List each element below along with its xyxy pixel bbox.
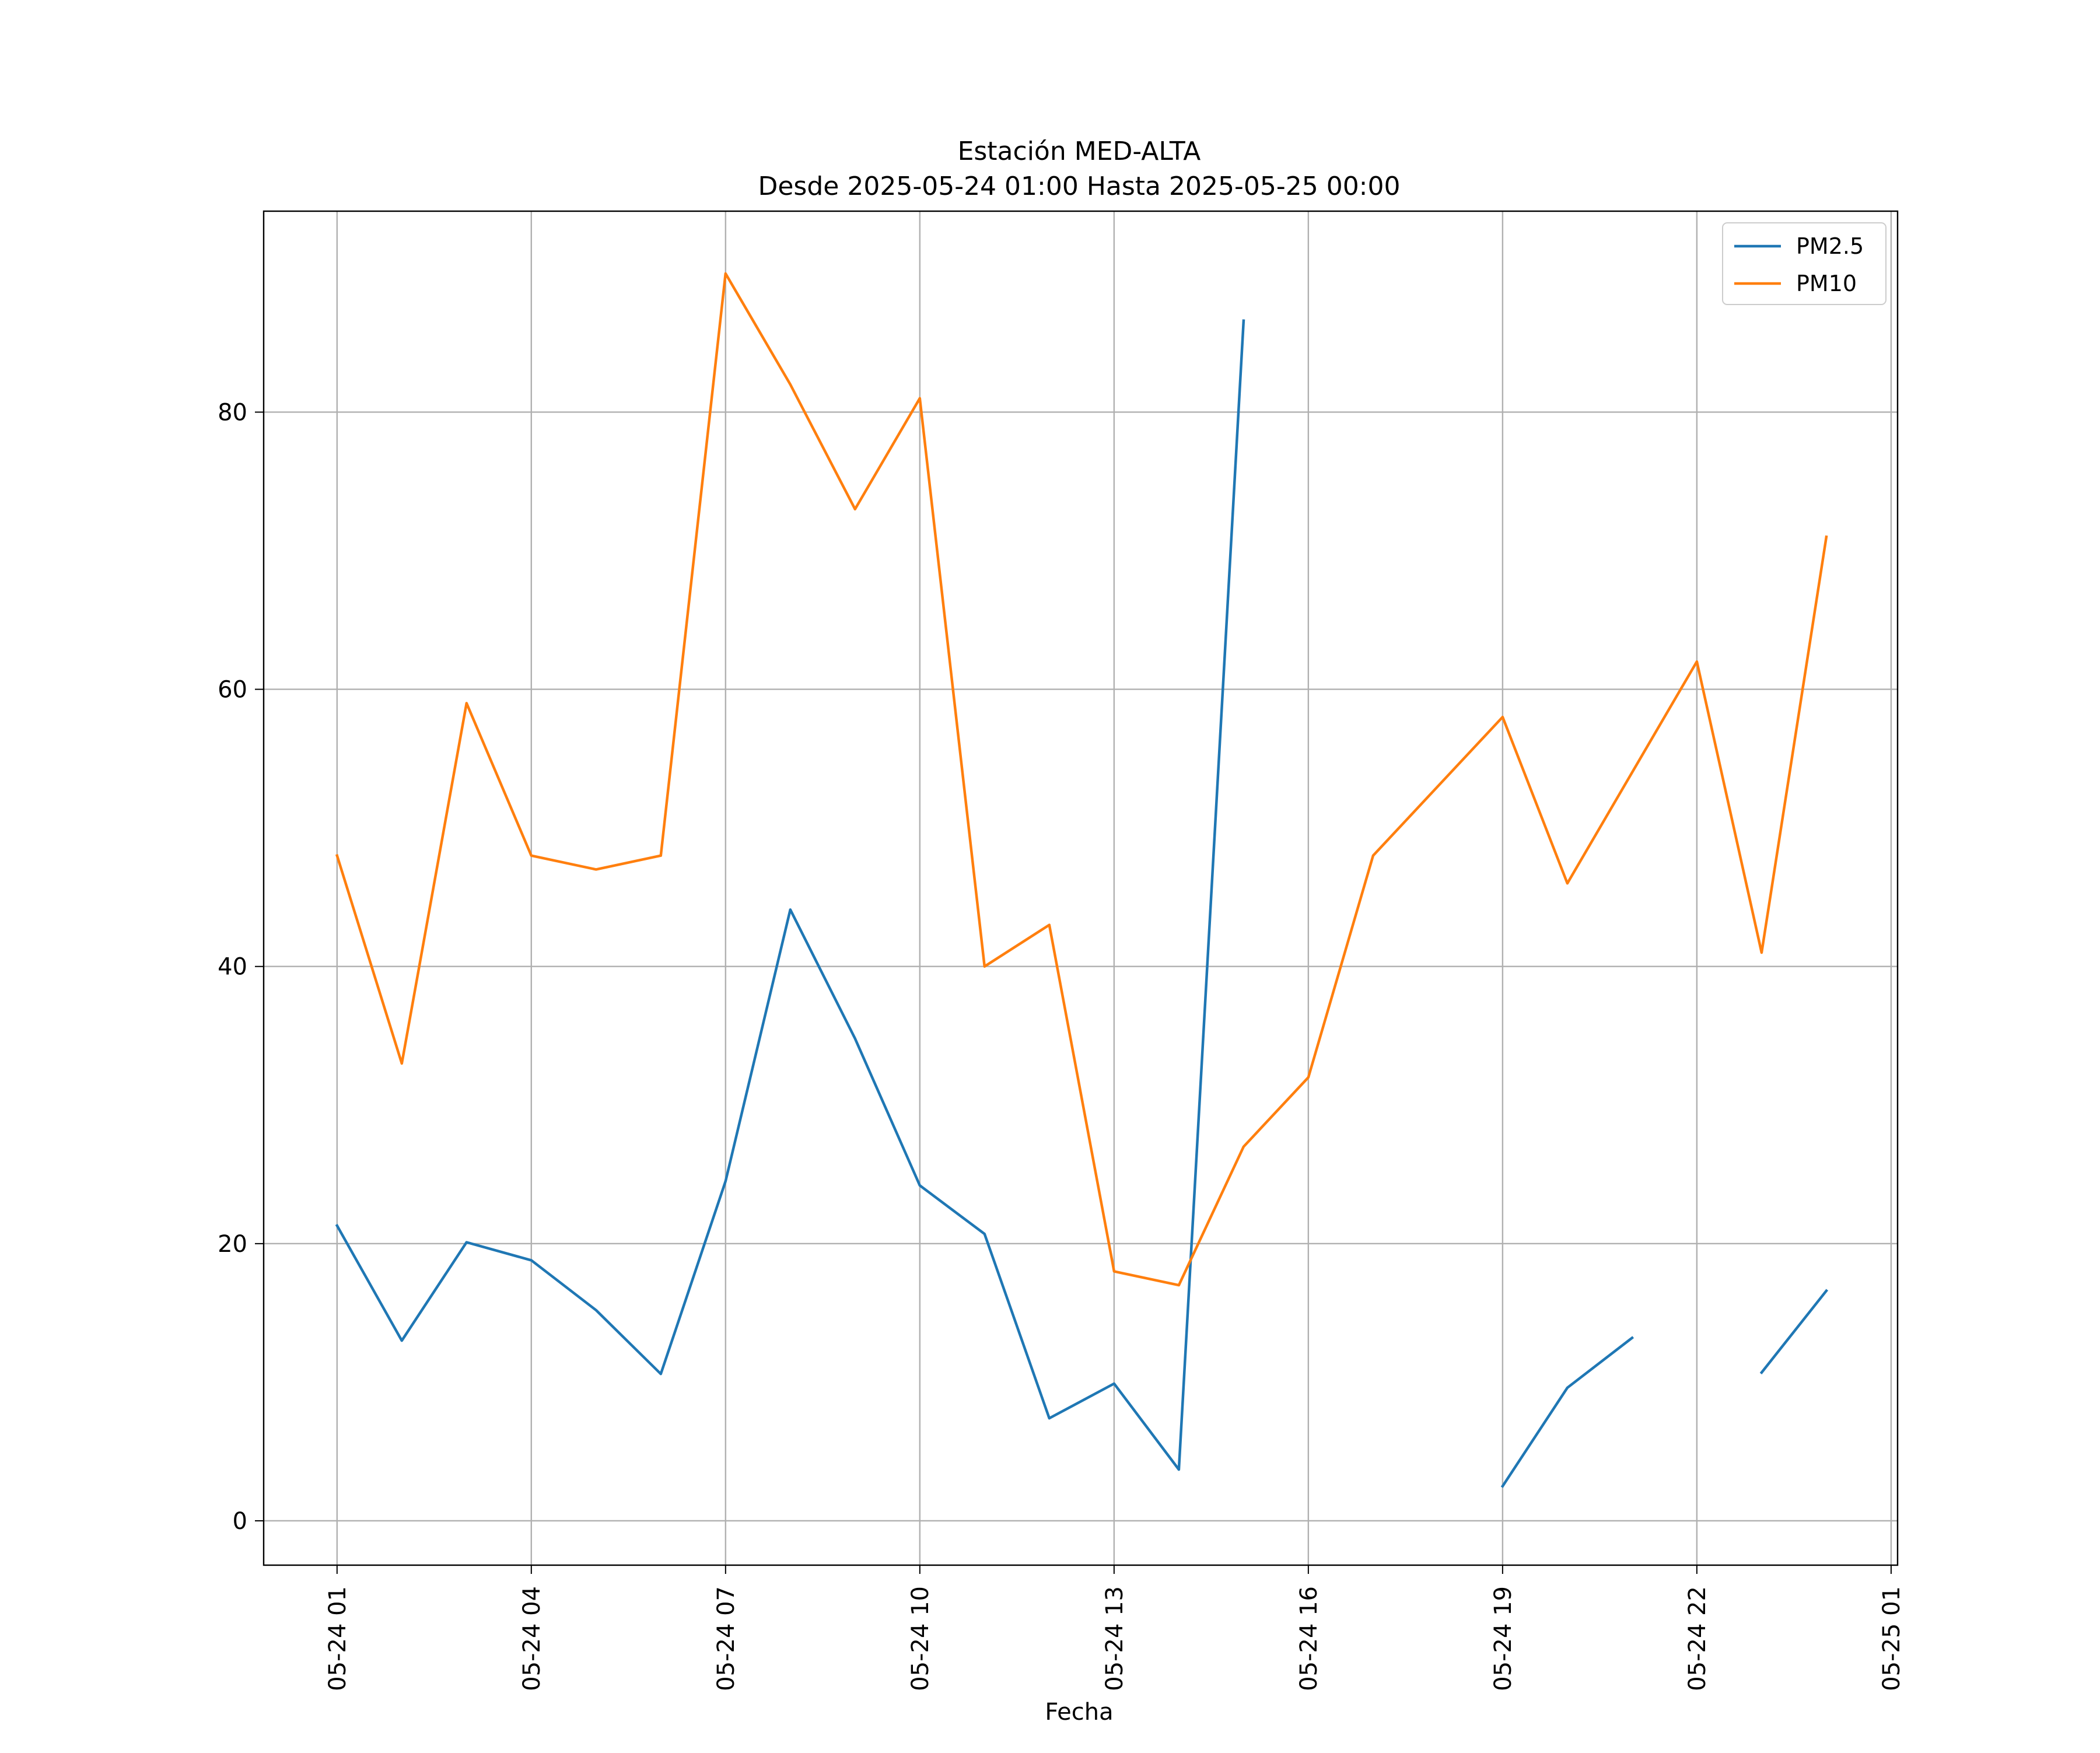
y-tick-label: 80 (218, 399, 247, 426)
x-tick-label: 05-25 01 (1878, 1586, 1905, 1691)
chart-subtitle: Desde 2025-05-24 01:00 Hasta 2025-05-25 … (758, 172, 1400, 201)
series-pm25 (335, 319, 1829, 1488)
x-tick-label: 05-24 01 (324, 1586, 351, 1691)
y-tick-label: 20 (218, 1231, 247, 1258)
chart-title: Estación MED-ALTA (958, 137, 1201, 166)
x-tick-label: 05-24 10 (907, 1586, 934, 1691)
y-tick-label: 40 (218, 954, 247, 981)
series-pm10 (335, 272, 1828, 1287)
series-line-segment (335, 319, 1245, 1471)
y-tick-label: 0 (233, 1508, 247, 1535)
plot-frame (262, 210, 1899, 1566)
x-tick-label: 05-24 16 (1296, 1586, 1322, 1691)
x-tick-label: 05-24 04 (519, 1586, 545, 1691)
x-tick-label: 05-24 13 (1101, 1586, 1128, 1691)
x-axis-label: Fecha (1045, 1699, 1113, 1726)
x-tick-label: 05-24 22 (1684, 1586, 1711, 1691)
axes: 05-24 01 05-24 04 05-24 07 05-24 10 05-24 13… (218, 210, 1905, 1691)
legend: PM2.5 PM10 (1722, 222, 1887, 305)
legend-label: PM2.5 (1796, 233, 1864, 259)
series-line-segment (1500, 1336, 1634, 1488)
x-tick-label: 05-24 19 (1490, 1586, 1517, 1691)
grid-lines (264, 211, 1898, 1565)
y-tick-label: 60 (218, 677, 247, 704)
series-lines (335, 272, 1829, 1488)
series-line-segment (1759, 1289, 1829, 1374)
x-tick-label: 05-24 07 (713, 1586, 740, 1691)
series-line-segment (335, 272, 1828, 1287)
legend-label: PM10 (1796, 271, 1857, 296)
